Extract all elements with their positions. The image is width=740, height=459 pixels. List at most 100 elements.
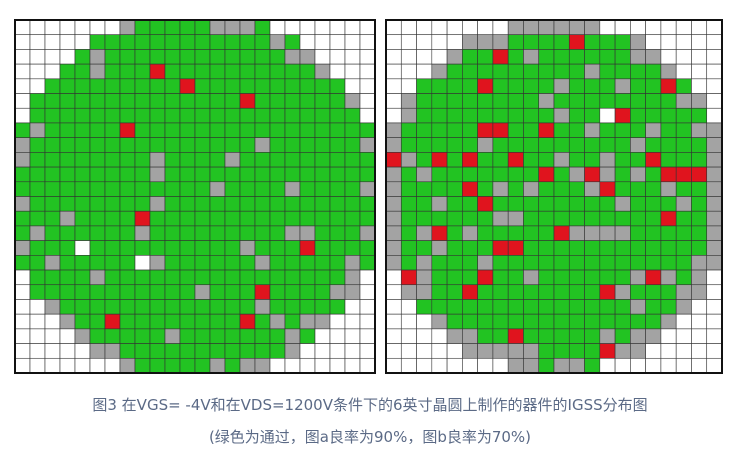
die	[59, 210, 76, 227]
die	[568, 284, 585, 300]
die	[507, 240, 524, 256]
die	[284, 240, 301, 256]
die	[149, 357, 166, 374]
die	[584, 122, 601, 138]
die	[329, 225, 346, 241]
die	[119, 93, 136, 109]
die	[164, 152, 181, 168]
caption-note: (绿色为通过，图a良率为90%，图b良率为70%)	[208, 428, 532, 446]
die	[584, 93, 601, 109]
die	[239, 107, 256, 124]
die	[254, 19, 271, 36]
die	[400, 284, 417, 300]
die	[385, 240, 402, 256]
die	[254, 225, 271, 241]
die	[400, 63, 417, 80]
die	[599, 63, 616, 80]
die	[614, 49, 631, 65]
die	[104, 166, 121, 183]
die	[645, 210, 662, 227]
die	[416, 210, 433, 227]
die	[299, 299, 316, 315]
die	[584, 343, 601, 359]
die	[385, 299, 402, 315]
die	[462, 63, 478, 80]
die	[29, 93, 46, 109]
die	[492, 63, 509, 80]
die	[706, 240, 723, 256]
die	[584, 34, 601, 50]
die	[568, 181, 585, 197]
die	[74, 196, 91, 212]
die	[584, 357, 601, 374]
die	[209, 196, 226, 212]
die	[254, 299, 271, 315]
die	[660, 255, 677, 271]
die	[104, 269, 121, 286]
die	[254, 93, 271, 109]
die	[179, 122, 196, 138]
die	[134, 255, 151, 271]
die	[194, 284, 211, 300]
die	[446, 181, 463, 197]
die	[179, 313, 196, 330]
die	[359, 328, 376, 344]
die	[507, 181, 524, 197]
die	[314, 225, 331, 241]
die	[359, 122, 376, 138]
die	[645, 328, 662, 344]
die	[254, 240, 271, 256]
die	[314, 284, 331, 300]
die	[492, 313, 509, 330]
die	[134, 357, 151, 374]
die	[269, 122, 286, 138]
die	[538, 328, 555, 344]
die	[59, 152, 76, 168]
die	[224, 49, 241, 65]
die	[446, 34, 463, 50]
die	[523, 210, 540, 227]
die	[179, 255, 196, 271]
die	[164, 181, 181, 197]
die	[477, 284, 494, 300]
die	[538, 34, 555, 50]
die	[194, 152, 211, 168]
die	[269, 166, 286, 183]
die	[538, 107, 555, 124]
die	[239, 34, 256, 50]
die	[329, 299, 346, 315]
die	[239, 343, 256, 359]
die	[446, 152, 463, 168]
die	[523, 166, 540, 183]
die	[706, 19, 723, 36]
die	[599, 343, 616, 359]
die	[645, 93, 662, 109]
die	[149, 255, 166, 271]
die	[584, 166, 601, 183]
die	[89, 284, 106, 300]
die	[44, 343, 61, 359]
die	[385, 225, 402, 241]
die	[599, 210, 616, 227]
die	[614, 166, 631, 183]
die	[329, 137, 346, 153]
die	[446, 196, 463, 212]
die	[507, 225, 524, 241]
die	[269, 299, 286, 315]
die	[59, 34, 76, 50]
die	[224, 240, 241, 256]
die	[59, 269, 76, 286]
die	[614, 343, 631, 359]
die	[344, 49, 361, 65]
die	[224, 34, 241, 50]
die	[492, 137, 509, 153]
die	[89, 196, 106, 212]
die	[507, 63, 524, 80]
die	[385, 343, 402, 359]
die	[14, 166, 31, 183]
die	[706, 34, 723, 50]
die	[314, 196, 331, 212]
die	[134, 166, 151, 183]
die	[675, 19, 692, 36]
die	[104, 196, 121, 212]
